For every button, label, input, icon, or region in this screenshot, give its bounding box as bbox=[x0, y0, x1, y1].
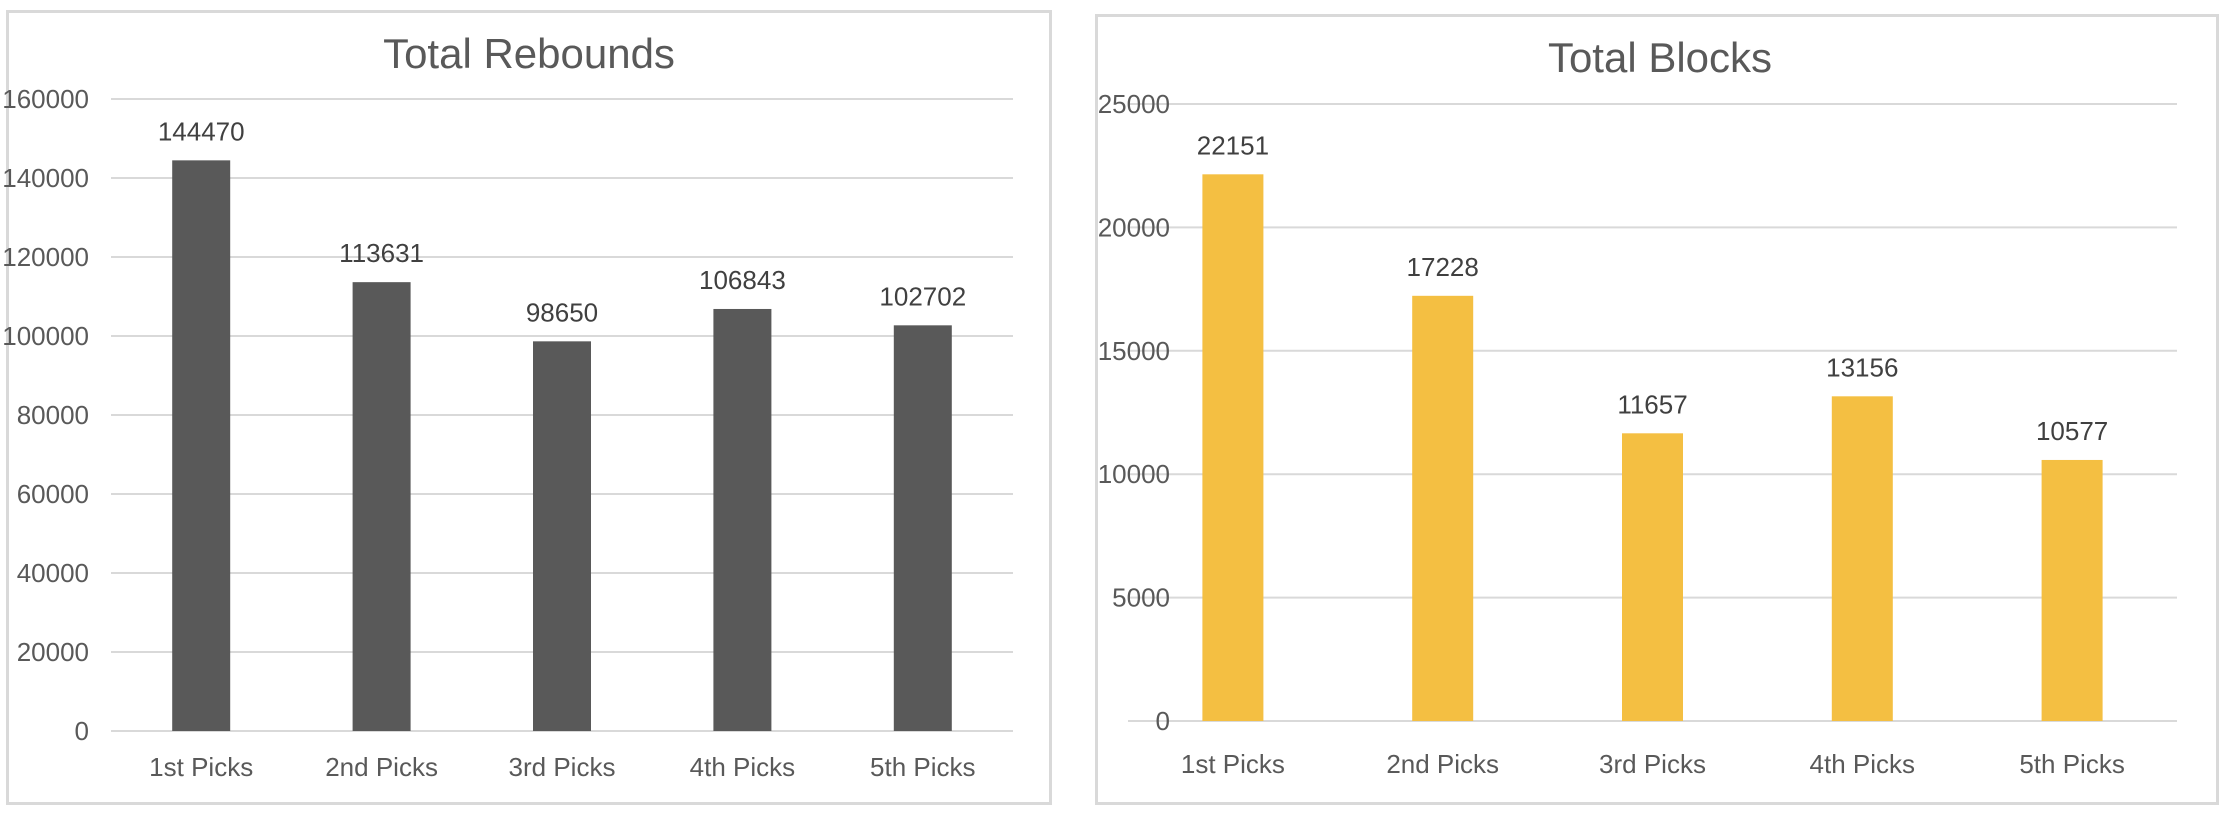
y-tick-label: 140000 bbox=[2, 163, 89, 193]
x-tick-label: 1st Picks bbox=[149, 752, 253, 782]
chart-title: Total Rebounds bbox=[383, 30, 675, 77]
y-tick-label: 120000 bbox=[2, 242, 89, 272]
y-tick-label: 80000 bbox=[17, 400, 89, 430]
y-tick-label: 0 bbox=[75, 716, 89, 746]
y-tick-label: 10000 bbox=[1098, 459, 1170, 489]
x-tick-label: 4th Picks bbox=[1810, 749, 1916, 779]
y-tick-label: 20000 bbox=[17, 637, 89, 667]
chart-total-rebounds-svg: Total Rebounds 0 20000 40000 60000 80000 1000… bbox=[2, 30, 1013, 782]
x-tick-label: 2nd Picks bbox=[1386, 749, 1499, 779]
data-label: 144470 bbox=[158, 116, 245, 146]
data-label: 102702 bbox=[879, 281, 966, 311]
data-label: 98650 bbox=[526, 297, 598, 327]
y-tick-label: 20000 bbox=[1098, 212, 1170, 242]
x-tick-label: 3rd Picks bbox=[1599, 749, 1706, 779]
chart-total-blocks-svg: Total Blocks 0 5000 10000 15000 20000 25000 22… bbox=[1098, 34, 2177, 779]
bar bbox=[893, 325, 952, 731]
y-tick-label: 15000 bbox=[1098, 336, 1170, 366]
y-tick-label: 0 bbox=[1156, 706, 1170, 736]
x-tick-label: 2nd Picks bbox=[325, 752, 438, 782]
y-tick-label: 5000 bbox=[1112, 583, 1170, 613]
bar bbox=[1622, 433, 1683, 721]
data-label: 13156 bbox=[1826, 352, 1898, 382]
bar bbox=[2041, 459, 2103, 721]
chart-total-rebounds: Total Rebounds 0 20000 40000 60000 80000 1000… bbox=[2, 10, 1052, 805]
y-tick-label: 40000 bbox=[17, 558, 89, 588]
data-label: 22151 bbox=[1197, 130, 1269, 160]
bar bbox=[1202, 174, 1264, 721]
bar bbox=[713, 308, 772, 731]
y-tick-label: 100000 bbox=[2, 321, 89, 351]
chart-title: Total Blocks bbox=[1548, 34, 1772, 81]
y-tick-label: 160000 bbox=[2, 84, 89, 114]
data-label: 113631 bbox=[339, 238, 424, 268]
data-label: 10577 bbox=[2036, 416, 2108, 446]
chart-total-blocks: Total Blocks 0 5000 10000 15000 20000 25000 22… bbox=[1095, 14, 2219, 805]
x-tick-label: 5th Picks bbox=[870, 752, 976, 782]
bar bbox=[533, 341, 591, 731]
y-tick-label: 60000 bbox=[17, 479, 89, 509]
bar bbox=[1831, 396, 1893, 721]
y-tick-label: 25000 bbox=[1098, 89, 1170, 119]
x-tick-label: 5th Picks bbox=[2019, 749, 2125, 779]
bar bbox=[1412, 295, 1474, 721]
data-label: 106843 bbox=[699, 265, 786, 295]
x-tick-label: 3rd Picks bbox=[509, 752, 616, 782]
x-tick-label: 4th Picks bbox=[690, 752, 796, 782]
data-label: 11657 bbox=[1617, 389, 1687, 419]
bar bbox=[172, 160, 231, 731]
data-label: 17228 bbox=[1407, 252, 1479, 282]
bar bbox=[352, 282, 411, 731]
x-tick-label: 1st Picks bbox=[1181, 749, 1285, 779]
